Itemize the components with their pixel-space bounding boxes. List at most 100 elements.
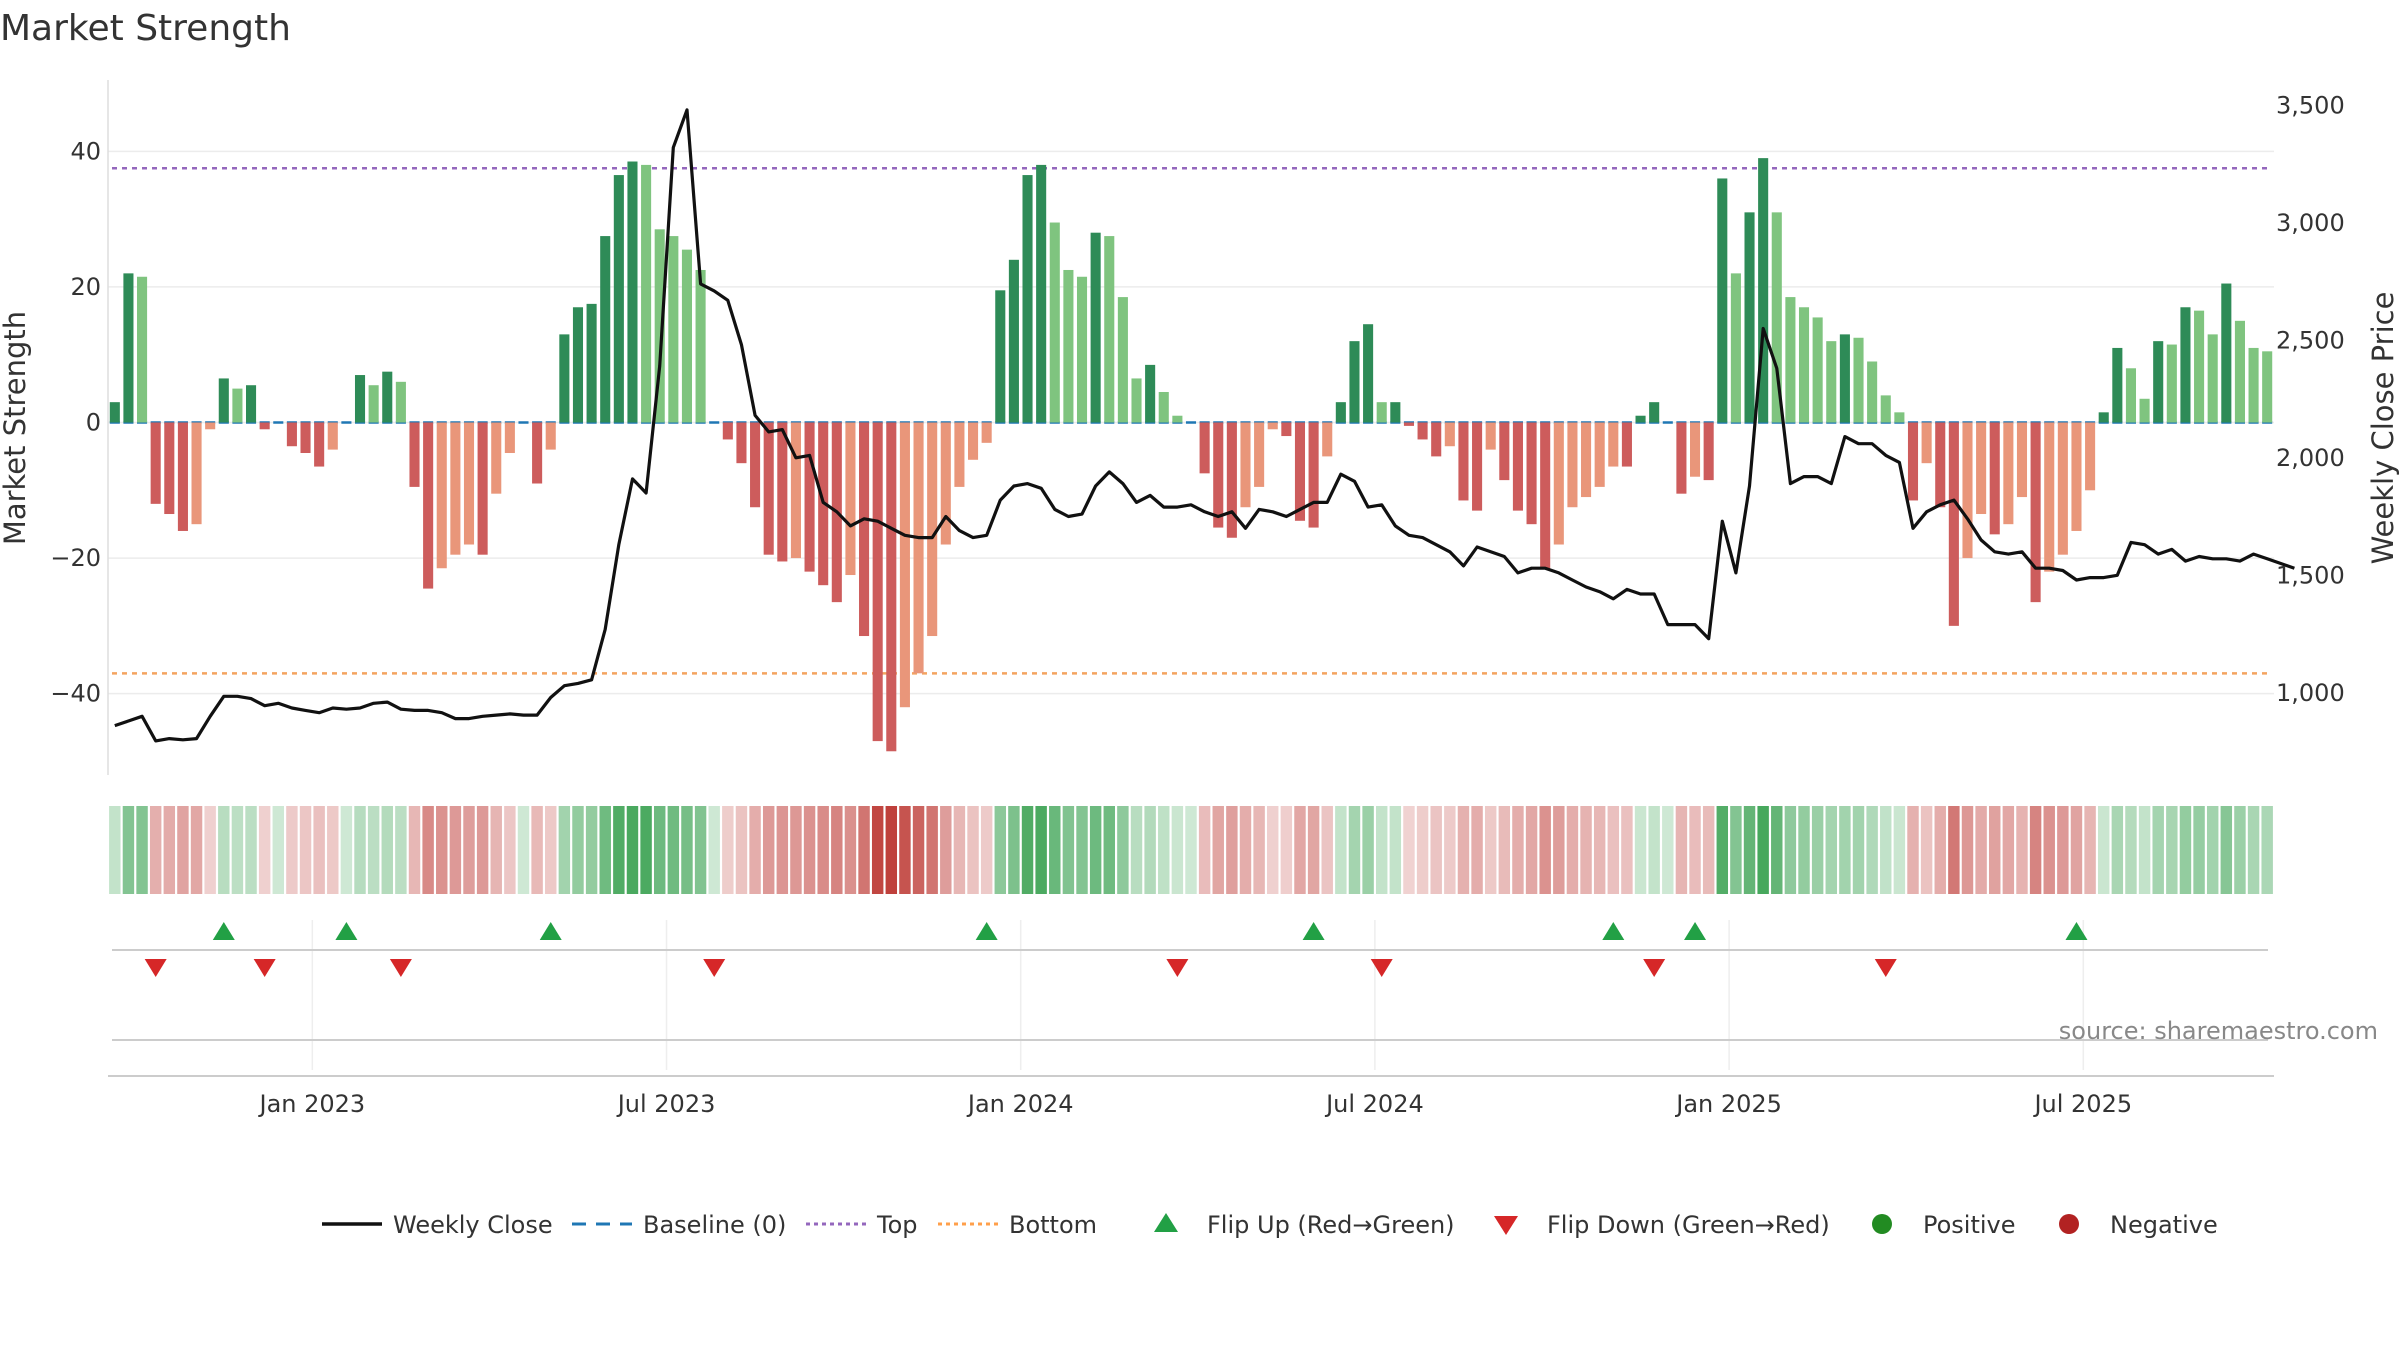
strength-bar bbox=[1063, 269, 1074, 423]
strength-bar bbox=[1403, 422, 1415, 426]
strength-bar bbox=[1649, 402, 1660, 423]
strength-bar bbox=[1935, 422, 1946, 508]
strength-bar bbox=[913, 422, 924, 674]
strip-cell bbox=[776, 806, 789, 894]
strength-bar bbox=[491, 422, 502, 494]
strength-bar bbox=[1512, 422, 1523, 511]
strip-cell bbox=[299, 806, 312, 894]
strength-bar bbox=[1172, 415, 1183, 423]
strip-cell bbox=[1103, 806, 1115, 894]
strip-cell bbox=[899, 806, 911, 894]
strip-cell bbox=[2234, 806, 2246, 894]
strip-cell bbox=[381, 806, 393, 894]
strength-bar bbox=[1540, 422, 1551, 569]
strip-cell bbox=[1798, 806, 1810, 894]
strength-bar bbox=[218, 378, 229, 423]
strength-bar bbox=[2071, 422, 2082, 531]
strip-cell bbox=[1185, 806, 1197, 894]
strip-cell bbox=[1307, 806, 1320, 894]
strip-cell bbox=[1035, 806, 1047, 894]
strip-cell bbox=[504, 806, 516, 894]
strip-cell bbox=[2206, 806, 2219, 894]
strength-bar bbox=[1717, 178, 1728, 423]
legend-label: Weekly Close bbox=[393, 1211, 553, 1239]
strength-bar bbox=[1839, 334, 1850, 423]
strength-bar bbox=[1526, 422, 1537, 525]
strip-cell bbox=[1771, 806, 1783, 894]
strip-cell bbox=[1675, 806, 1688, 894]
legend-swatch bbox=[2059, 1214, 2079, 1234]
strip-cell bbox=[1239, 806, 1252, 894]
strip-cell bbox=[2138, 806, 2151, 894]
legend-item: Baseline (0) bbox=[572, 1211, 786, 1239]
y-tick-label: 0 bbox=[86, 409, 101, 437]
strip-cell bbox=[844, 806, 857, 894]
y-tick-label: 40 bbox=[70, 137, 101, 165]
strip-cell bbox=[585, 806, 598, 894]
strip-cell bbox=[1539, 806, 1551, 894]
strength-bar bbox=[586, 303, 597, 423]
strip-cell bbox=[1866, 806, 1878, 894]
strip-cell bbox=[1062, 806, 1075, 894]
strip-cell bbox=[1484, 806, 1497, 894]
strength-bar bbox=[967, 422, 979, 460]
strip-cell bbox=[476, 806, 489, 894]
strip-cell bbox=[2016, 806, 2028, 894]
strip-cell bbox=[1198, 806, 1211, 894]
strength-bar bbox=[1553, 422, 1564, 545]
strip-cell bbox=[1689, 806, 1701, 894]
strength-bar bbox=[995, 290, 1006, 423]
strip-cell bbox=[1784, 806, 1797, 894]
strength-bar bbox=[368, 385, 379, 423]
strength-bar bbox=[1349, 341, 1360, 423]
strength-bar bbox=[777, 422, 788, 562]
strength-bar bbox=[668, 236, 679, 423]
strength-bar bbox=[286, 422, 297, 447]
flip-down-marker bbox=[703, 959, 726, 977]
strength-bar bbox=[1417, 422, 1428, 440]
strip-cell bbox=[2002, 806, 2015, 894]
strength-bar bbox=[1431, 422, 1442, 457]
strip-cell bbox=[940, 806, 952, 894]
strength-bar bbox=[763, 422, 774, 555]
strip-cell bbox=[122, 806, 135, 894]
strength-bar bbox=[382, 371, 393, 423]
flip-up-marker bbox=[212, 922, 235, 940]
strip-cell bbox=[1226, 806, 1238, 894]
flip-down-marker bbox=[1643, 959, 1666, 977]
strength-bar bbox=[409, 422, 420, 487]
x-tick-label: Jul 2023 bbox=[616, 1090, 716, 1118]
strip-cell bbox=[1839, 806, 1851, 894]
strip-cell bbox=[1403, 806, 1415, 894]
flip-down-marker bbox=[389, 959, 412, 977]
strength-bar bbox=[2139, 398, 2150, 423]
strength-bar bbox=[245, 385, 257, 423]
strength-bar bbox=[1076, 276, 1088, 423]
strip-cell bbox=[1280, 806, 1293, 894]
strength-bar bbox=[2180, 307, 2191, 423]
strength-bar bbox=[654, 229, 665, 423]
strip-cell bbox=[149, 806, 162, 894]
y2-tick-label: 2,000 bbox=[2276, 444, 2345, 472]
strip-cell bbox=[1076, 806, 1088, 894]
strength-bar bbox=[886, 422, 897, 752]
strip-cell bbox=[1362, 806, 1374, 894]
flip-up-marker bbox=[539, 922, 562, 940]
strength-bar bbox=[2262, 351, 2273, 423]
legend-label: Top bbox=[876, 1211, 918, 1239]
strip-cell bbox=[1634, 806, 1647, 894]
strip-cell bbox=[1498, 806, 1511, 894]
strip-cell bbox=[1457, 806, 1470, 894]
strength-bar bbox=[1213, 422, 1224, 528]
strength-bar bbox=[191, 422, 202, 525]
strip-cell bbox=[190, 806, 203, 894]
strength-bar bbox=[1976, 422, 1987, 515]
strength-bar bbox=[2112, 347, 2123, 423]
legend-item: Top bbox=[806, 1211, 918, 1239]
strength-bar bbox=[1744, 212, 1755, 423]
strength-bar bbox=[504, 422, 515, 454]
strength-bar bbox=[1308, 422, 1319, 528]
strip-cell bbox=[749, 806, 761, 894]
strength-bar bbox=[1594, 422, 1605, 487]
strength-bar bbox=[695, 269, 706, 423]
